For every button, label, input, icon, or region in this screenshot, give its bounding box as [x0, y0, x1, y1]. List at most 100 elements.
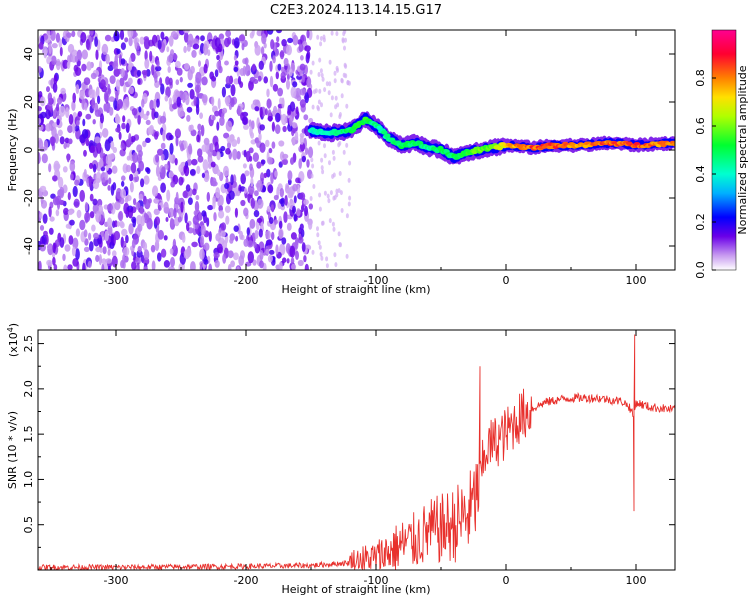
noise-speckle	[85, 38, 90, 50]
noise-speckle	[196, 165, 201, 175]
noise-speckle	[299, 99, 306, 108]
noise-speckle	[286, 44, 292, 56]
noise-speckle	[120, 58, 126, 65]
noise-speckle	[250, 177, 254, 187]
noise-speckle	[218, 43, 223, 53]
noise-speckle	[226, 136, 233, 143]
noise-speckle	[275, 244, 279, 255]
noise-speckle	[224, 182, 230, 189]
noise-speckle	[145, 137, 151, 143]
noise-speckle	[145, 119, 151, 126]
noise-speckle	[297, 259, 304, 267]
noise-speckle	[183, 249, 190, 260]
noise-speckle	[211, 181, 218, 187]
noise-speckle	[241, 42, 245, 51]
noise-speckle	[200, 124, 205, 137]
noise-speckle	[334, 262, 338, 268]
noise-speckle	[303, 255, 307, 263]
noise-speckle	[84, 211, 91, 223]
noise-speckle	[112, 250, 117, 258]
noise-speckle	[278, 140, 285, 147]
noise-speckle	[113, 30, 120, 42]
noise-speckle	[175, 60, 181, 68]
noise-speckle	[175, 79, 180, 86]
noise-speckle	[246, 227, 250, 236]
noise-speckle	[200, 35, 205, 42]
noise-speckle	[122, 246, 130, 257]
noise-speckle	[207, 204, 214, 211]
noise-speckle	[299, 88, 307, 96]
noise-speckle	[140, 215, 145, 227]
noise-speckle	[298, 158, 303, 169]
noise-speckle	[281, 159, 288, 165]
noise-speckle	[237, 105, 241, 117]
noise-speckle	[191, 49, 197, 58]
noise-speckle	[230, 84, 236, 97]
noise-speckle	[224, 96, 231, 105]
noise-speckle	[168, 266, 175, 270]
noise-speckle	[234, 60, 239, 66]
noise-speckle	[321, 169, 325, 175]
noise-speckle	[98, 254, 102, 266]
noise-speckle	[266, 205, 271, 212]
noise-speckle	[125, 164, 132, 173]
noise-speckle	[138, 150, 143, 158]
noise-speckle	[155, 65, 162, 72]
noise-speckle	[170, 217, 174, 227]
noise-speckle	[66, 61, 71, 70]
noise-speckle	[168, 35, 174, 47]
noise-speckle	[74, 55, 79, 63]
noise-speckle	[128, 133, 132, 145]
noise-speckle	[251, 30, 255, 37]
noise-speckle	[225, 215, 230, 225]
noise-speckle	[168, 170, 174, 178]
noise-speckle	[195, 71, 202, 84]
noise-speckle	[236, 150, 241, 160]
noise-speckle	[338, 112, 342, 117]
noise-speckle	[312, 184, 316, 189]
noise-speckle	[337, 231, 341, 237]
noise-speckle	[268, 249, 275, 255]
noise-speckle	[39, 243, 46, 252]
noise-speckle	[273, 194, 279, 201]
noise-speckle	[304, 92, 309, 104]
noise-speckle	[90, 72, 97, 80]
noise-speckle	[260, 159, 266, 165]
noise-speckle	[319, 251, 323, 257]
noise-speckle	[270, 204, 274, 211]
noise-speckle	[152, 185, 159, 197]
noise-speckle	[203, 43, 208, 56]
noise-speckle	[335, 188, 339, 194]
noise-speckle	[39, 185, 47, 193]
noise-speckle	[187, 197, 193, 206]
noise-speckle	[167, 160, 171, 173]
noise-speckle	[301, 228, 305, 238]
noise-speckle	[288, 186, 294, 198]
noise-speckle	[265, 139, 270, 148]
noise-speckle	[144, 50, 148, 61]
noise-speckle	[224, 205, 231, 213]
noise-speckle	[105, 258, 112, 264]
noise-speckle	[57, 97, 63, 105]
noise-speckle	[107, 83, 111, 94]
noise-speckle	[88, 232, 92, 241]
noise-speckle	[131, 261, 137, 270]
noise-speckle	[251, 63, 256, 72]
noise-speckle	[189, 124, 194, 131]
noise-speckle	[191, 158, 198, 166]
x-tick-label: -300	[104, 574, 129, 587]
noise-speckle	[271, 141, 276, 149]
noise-speckle	[121, 180, 125, 187]
noise-speckle	[118, 210, 124, 222]
noise-speckle	[325, 81, 329, 87]
noise-speckle	[183, 165, 187, 174]
noise-speckle	[178, 263, 183, 270]
noise-speckle	[212, 115, 216, 121]
noise-speckle	[114, 220, 118, 228]
noise-speckle	[95, 210, 102, 223]
noise-speckle	[165, 217, 169, 222]
noise-speckle	[201, 210, 207, 217]
noise-speckle	[153, 208, 158, 215]
noise-speckle	[39, 96, 46, 107]
noise-speckle	[160, 153, 165, 161]
